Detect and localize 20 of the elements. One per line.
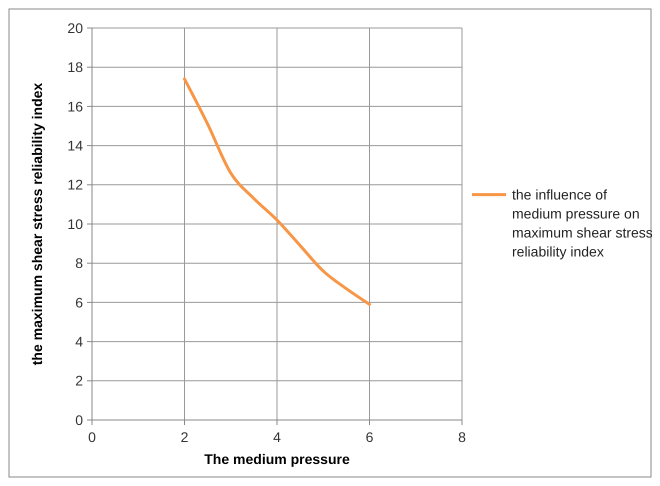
- y-tick-label: 14: [67, 138, 84, 154]
- y-tick-label: 8: [75, 255, 84, 272]
- y-tick-label: 18: [67, 59, 84, 76]
- y-tick-label: 6: [75, 294, 84, 310]
- y-tick-label: 16: [67, 98, 84, 114]
- x-tick-label: 2: [180, 429, 189, 445]
- x-tick-label: 6: [366, 429, 374, 445]
- y-tick-label: 2: [75, 372, 84, 389]
- y-tick-label: 10: [67, 216, 84, 232]
- y-tick-label: 4: [75, 334, 84, 350]
- y-tick-label: 12: [67, 176, 84, 193]
- x-tick-label: 8: [458, 429, 466, 445]
- legend-label: the influence of medium pressure on maximum shear stress reliability index: [512, 186, 653, 260]
- line-series: [183, 77, 371, 306]
- y-axis-title: the maximum shear stress reliability index: [29, 82, 45, 366]
- x-tick-label: 4: [273, 429, 282, 445]
- y-tick-label: 0: [75, 412, 84, 428]
- y-tick-label: 20: [67, 20, 84, 36]
- x-tick-label: 0: [88, 429, 96, 445]
- x-axis-title: The medium pressure: [204, 451, 350, 467]
